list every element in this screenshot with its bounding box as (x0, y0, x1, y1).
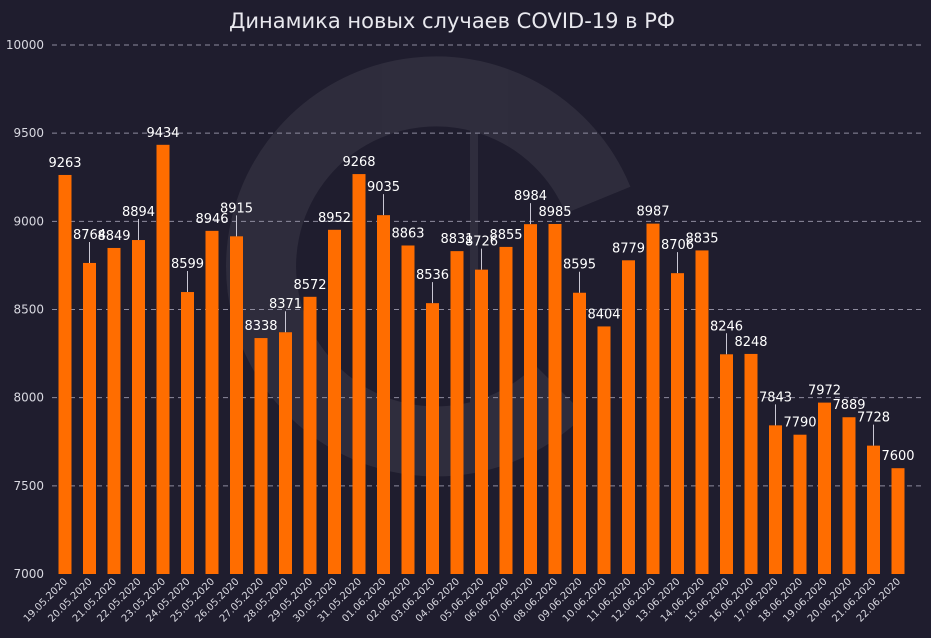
bar (279, 332, 292, 574)
data-label: 8248 (734, 335, 767, 350)
data-label: 8952 (318, 211, 351, 226)
bar (891, 468, 905, 574)
data-label: 8726 (465, 235, 498, 250)
data-label: 8915 (220, 201, 253, 216)
data-label: 8338 (244, 319, 277, 334)
data-label: 9263 (48, 156, 81, 171)
data-label: 8779 (612, 241, 645, 256)
bar (450, 251, 464, 574)
bar (769, 425, 782, 574)
data-label: 9035 (367, 180, 400, 195)
data-label: 8985 (538, 205, 571, 220)
data-label: 8246 (710, 319, 743, 334)
bar (793, 434, 807, 574)
bar (744, 353, 758, 574)
data-label: 7972 (808, 384, 841, 399)
bar (156, 144, 170, 574)
data-label: 9268 (342, 155, 375, 170)
data-label: 7889 (832, 398, 865, 413)
bar (597, 326, 611, 574)
bar (107, 247, 121, 575)
bar (818, 402, 831, 574)
data-label: 8894 (122, 205, 155, 220)
data-label: 8595 (563, 258, 596, 273)
data-label: 8572 (293, 278, 326, 293)
bar (352, 174, 366, 575)
data-label: 8599 (171, 257, 204, 272)
data-label: 7600 (881, 449, 914, 464)
x-axis: 19.05.202020.05.202021.05.202022.05.2020… (22, 576, 903, 624)
y-tick-label: 8000 (13, 391, 44, 405)
data-label: 8984 (514, 189, 547, 204)
bars (58, 144, 905, 575)
y-tick-label: 9500 (13, 126, 44, 140)
data-label: 8863 (391, 226, 424, 241)
data-label: 9434 (146, 126, 179, 141)
bar (401, 245, 415, 574)
data-label: 7728 (857, 411, 890, 426)
bar (573, 292, 586, 574)
data-label: 8371 (269, 297, 302, 312)
data-label: 8849 (97, 229, 130, 244)
data-label: 8835 (685, 231, 718, 246)
bar (58, 174, 72, 574)
y-tick-label: 7500 (13, 479, 44, 493)
bar (205, 230, 219, 574)
bar (720, 354, 733, 574)
data-label: 8831 (440, 232, 473, 247)
data-label: 8536 (416, 268, 449, 283)
bar (622, 260, 635, 574)
data-label: 8706 (661, 238, 694, 253)
bar (230, 236, 243, 575)
bar (475, 269, 488, 574)
bar (524, 224, 537, 574)
data-label: 7790 (783, 416, 816, 431)
data-label: 8987 (636, 205, 669, 220)
y-tick-label: 10000 (6, 38, 44, 52)
bar (842, 417, 856, 574)
y-tick-label: 8500 (13, 303, 44, 317)
bar (83, 262, 96, 574)
bar (646, 223, 660, 574)
data-label: 8764 (73, 228, 106, 243)
bar (867, 445, 880, 574)
data-label: 8404 (587, 307, 620, 322)
bar (181, 292, 194, 574)
bar (548, 223, 562, 574)
label-leaders (89, 194, 874, 446)
bar (303, 296, 317, 574)
bar (254, 338, 268, 574)
bar (328, 229, 341, 574)
y-axis: 7000 7500 8000 8500 9000 9500 10000 (6, 38, 44, 581)
chart-title: Динамика новых случаев COVID-19 в РФ (229, 9, 675, 33)
bar (377, 215, 390, 574)
data-label: 8946 (195, 212, 228, 227)
bar (671, 273, 684, 574)
data-label: 7843 (759, 390, 792, 405)
data-label: 8855 (489, 228, 522, 243)
bar (695, 250, 709, 574)
bar (426, 303, 439, 574)
y-tick-label: 9000 (13, 214, 44, 228)
y-tick-label: 7000 (13, 567, 44, 581)
bar (499, 246, 513, 574)
bar (132, 240, 145, 575)
